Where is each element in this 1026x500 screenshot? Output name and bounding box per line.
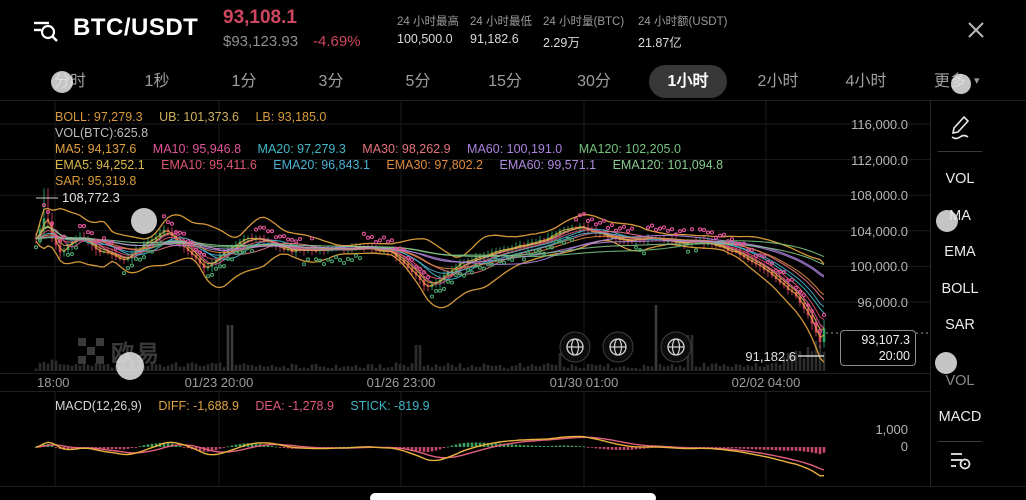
x-axis-label: 01/30 01:00 <box>549 375 619 390</box>
stat-label: 24 小时量(BTC) <box>543 16 625 28</box>
sar-dots <box>33 203 827 334</box>
ema60: EMA60: 99,571.1 <box>499 158 597 172</box>
fiat-price: $93,123.93 <box>223 33 299 50</box>
ema5: EMA5: 94,252.1 <box>55 158 145 172</box>
ema-values-row: EMA5: 94,252.1 EMA10: 95,411.6 EMA20: 96… <box>55 158 736 172</box>
visible-high-label: 108,772.3 <box>62 190 120 205</box>
macd-pane <box>34 435 826 477</box>
stat-24h-turnover: 24 小时额(USDT) 21.87亿 <box>638 13 728 51</box>
macd-stick: STICK: -819.9 <box>350 399 430 413</box>
sidebar-item-ema[interactable]: EMA <box>944 244 976 260</box>
tab-30m[interactable]: 30分 <box>577 73 611 90</box>
ema120: EMA120: 101,094.8 <box>612 158 724 172</box>
touch-indicator-dot <box>936 210 958 232</box>
tab-1m[interactable]: 1分 <box>231 73 257 90</box>
vol-value-row: VOL(BTC):625.8 <box>55 126 149 140</box>
y-axis-label: 100,000.0 <box>850 259 908 274</box>
boll-lb: LB: 93,185.0 <box>255 110 327 124</box>
ma5: MA5: 94,137.6 <box>55 142 137 156</box>
last-price-value: 93,107.3 <box>861 333 910 347</box>
ma20: MA20: 97,279.3 <box>257 142 346 156</box>
touch-indicator-dot <box>51 71 73 93</box>
x-axis-label: 01/23 20:00 <box>184 375 254 390</box>
stat-label: 24 小时最低 <box>470 16 532 28</box>
globe-button[interactable] <box>660 331 692 363</box>
tab-4h[interactable]: 4小时 <box>845 73 887 90</box>
ma60: MA60: 100,191.0 <box>467 142 563 156</box>
draw-tool-icon[interactable] <box>948 112 974 140</box>
visible-low-label: 91,182.6 <box>745 349 796 364</box>
boll-values-row: BOLL: 97,279.3 UB: 101,373.6 LB: 93,185.… <box>55 110 339 124</box>
stat-value: 100,500.0 <box>397 32 453 46</box>
globe-button[interactable] <box>602 331 634 363</box>
okx-logo-icon <box>78 338 104 364</box>
volume-bars <box>34 305 826 371</box>
x-axis-label: 01/26 23:00 <box>366 375 436 390</box>
y-axis-label: 96,000.0 <box>857 295 908 310</box>
tab-2h[interactable]: 2小时 <box>757 73 799 90</box>
ma120: MA120: 102,205.0 <box>578 142 681 156</box>
boll-mid: BOLL: 97,279.3 <box>55 110 143 124</box>
tab-3m[interactable]: 3分 <box>318 73 344 90</box>
last-price-box: 93,107.3 20:00 <box>840 330 916 366</box>
ema10: EMA10: 95,411.6 <box>161 158 257 172</box>
chevron-down-icon[interactable]: ▾ <box>974 75 980 87</box>
macd-y-label: 1,000 <box>875 422 908 437</box>
boll-ub: UB: 101,373.6 <box>159 110 239 124</box>
stat-24h-volume: 24 小时量(BTC) 2.29万 <box>543 13 633 51</box>
sidebar-item-vol-sub[interactable]: VOL <box>945 373 975 389</box>
macd-dea: DEA: -1,278.9 <box>255 399 334 413</box>
macd-values-row: MACD(12,26,9) DIFF: -1,688.9 DEA: -1,278… <box>55 399 443 413</box>
macd-diff: DIFF: -1,688.9 <box>158 399 239 413</box>
y-axis-label: 104,000.0 <box>850 224 908 239</box>
market-search-icon[interactable] <box>32 17 62 45</box>
tab-1s[interactable]: 1秒 <box>144 73 170 90</box>
y-axis-label: 112,000.0 <box>851 153 908 168</box>
tab-1h-selected[interactable]: 1小时 <box>649 65 727 98</box>
ema20: EMA20: 96,843.1 <box>273 158 370 172</box>
x-axis-label: 18:00 <box>37 375 70 390</box>
macd-params: MACD(12,26,9) <box>55 399 142 413</box>
y-axis-label: 116,000.0 <box>851 117 908 132</box>
change-percent: -4.69% <box>313 33 361 50</box>
y-axis-label: 108,000.0 <box>850 188 908 203</box>
sidebar-item-boll[interactable]: BOLL <box>941 281 979 297</box>
stat-label: 24 小时最高 <box>397 16 459 28</box>
touch-indicator-dot <box>935 352 957 374</box>
pair-title[interactable]: BTC/USDT <box>73 14 199 41</box>
stat-value: 21.87亿 <box>638 36 682 50</box>
sar-value-row: SAR: 95,319.8 <box>55 174 137 188</box>
home-indicator-bar[interactable] <box>370 493 656 500</box>
stat-value: 91,182.6 <box>470 32 519 46</box>
ma-values-row: MA5: 94,137.6 MA10: 95,946.8 MA20: 97,27… <box>55 142 694 156</box>
sidebar-item-vol[interactable]: VOL <box>945 171 975 187</box>
indicator-settings-icon[interactable] <box>949 450 973 472</box>
close-icon[interactable] <box>961 15 991 45</box>
sidebar-item-sar[interactable]: SAR <box>945 317 975 333</box>
divider <box>938 151 982 152</box>
macd-y-label: 0 <box>900 439 908 454</box>
stat-label: 24 小时额(USDT) <box>638 16 728 28</box>
globe-button[interactable] <box>559 331 591 363</box>
sidebar-item-macd[interactable]: MACD <box>938 409 982 425</box>
divider <box>938 441 982 442</box>
stat-24h-high: 24 小时最高 100,500.0 <box>397 13 487 46</box>
last-price: 93,108.1 <box>223 7 297 28</box>
tab-15m[interactable]: 15分 <box>488 73 522 90</box>
ma30: MA30: 98,262.9 <box>362 142 451 156</box>
x-axis-label: 02/02 04:00 <box>731 375 801 390</box>
tab-5m[interactable]: 5分 <box>405 73 431 90</box>
ma10: MA10: 95,946.8 <box>152 142 242 156</box>
indicator-lines <box>35 207 825 363</box>
indicator-sidebar: VOL MA EMA BOLL SAR VOL MACD <box>930 100 1026 487</box>
touch-indicator-dot <box>131 208 157 234</box>
ema30: EMA30: 97,802.2 <box>386 158 483 172</box>
last-price-time: 20:00 <box>878 349 910 363</box>
touch-indicator-dot <box>951 74 971 94</box>
stat-24h-low: 24 小时最低 91,182.6 <box>470 13 560 46</box>
touch-indicator-dot <box>116 352 144 380</box>
stat-value: 2.29万 <box>543 36 580 50</box>
